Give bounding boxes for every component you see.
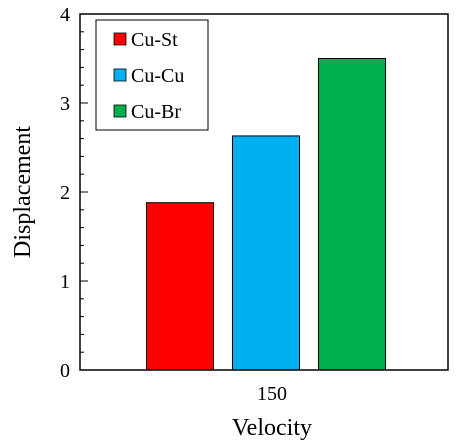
y-tick-label: 2 <box>60 182 70 204</box>
y-axis-ticks <box>80 13 88 371</box>
bar-cu-st <box>146 202 214 371</box>
y-tick-label: 1 <box>60 271 70 293</box>
bar-series <box>146 58 386 371</box>
bar-cu-cu <box>232 135 300 371</box>
plot-frame <box>79 13 449 371</box>
y-tick-label: 3 <box>60 93 70 115</box>
legend-label-cu-br: Cu-Br <box>131 101 181 123</box>
legend-label-cu-cu: Cu-Cu <box>131 65 184 87</box>
legend: Cu-St Cu-Cu Cu-Br <box>95 19 209 131</box>
y-tick-label: 4 <box>60 4 70 26</box>
x-tick-label: 150 <box>257 383 287 405</box>
y-tick-label: 0 <box>60 360 70 382</box>
legend-swatch-cu-br <box>113 104 127 118</box>
legend-label-cu-st: Cu-St <box>131 29 178 51</box>
legend-swatch-cu-cu <box>113 68 127 82</box>
y-axis-title: Displacement <box>10 126 36 258</box>
y-axis-tick-labels: 0 1 2 3 4 <box>60 4 70 382</box>
x-axis-title: Velocity <box>232 415 312 441</box>
bar-cu-br <box>318 58 386 371</box>
legend-swatch-cu-st <box>113 32 127 46</box>
